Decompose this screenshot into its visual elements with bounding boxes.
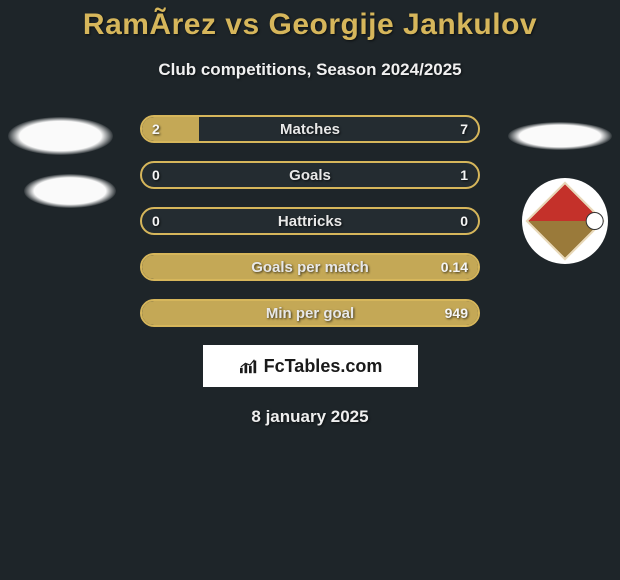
stat-row: 01Goals — [140, 161, 480, 189]
stat-row: 949Min per goal — [140, 299, 480, 327]
club-crest-icon — [525, 181, 604, 260]
stat-label: Min per goal — [142, 301, 478, 325]
brand-banner[interactable]: FcTables.com — [203, 345, 418, 387]
stat-label: Matches — [142, 117, 478, 141]
page-title: RamÃ­rez vs Georgije Jankulov — [0, 0, 620, 42]
brand-text: FcTables.com — [264, 356, 383, 377]
stats-container: 27Matches 01Goals 00Hattricks 0.14Goals per… — [140, 115, 480, 327]
date-label: 8 january 2025 — [0, 407, 620, 427]
stat-row: 0.14Goals per match — [140, 253, 480, 281]
page-subtitle: Club competitions, Season 2024/2025 — [0, 60, 620, 80]
bar-chart-icon — [238, 357, 260, 375]
player-badge-left-2 — [24, 174, 116, 208]
stat-label: Goals — [142, 163, 478, 187]
player-badge-right-1 — [508, 122, 612, 150]
stat-label: Hattricks — [142, 209, 478, 233]
stat-row: 27Matches — [140, 115, 480, 143]
stat-row: 00Hattricks — [140, 207, 480, 235]
stat-label: Goals per match — [142, 255, 478, 279]
club-badge-right — [522, 178, 608, 264]
player-badge-left-1 — [8, 117, 113, 155]
football-icon — [582, 208, 607, 233]
